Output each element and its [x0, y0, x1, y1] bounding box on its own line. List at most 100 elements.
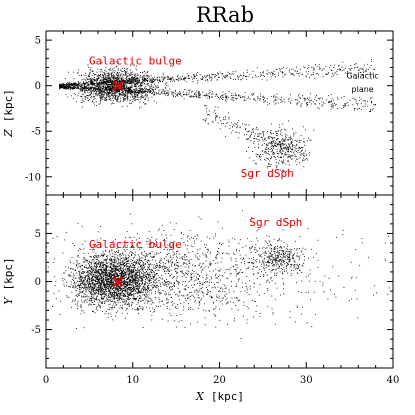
data-point: [260, 132, 262, 134]
data-point: [196, 78, 198, 80]
data-point: [107, 93, 109, 95]
data-point: [292, 73, 294, 75]
data-point: [135, 92, 137, 94]
data-point: [67, 96, 69, 98]
data-point: [74, 83, 76, 85]
data-point: [109, 88, 111, 90]
data-point: [249, 157, 251, 159]
data-point: [128, 303, 130, 305]
data-point: [133, 80, 135, 82]
data-point: [154, 76, 156, 78]
data-point: [130, 293, 131, 295]
data-point: [113, 73, 115, 75]
data-point: [292, 152, 294, 154]
data-point: [104, 287, 106, 289]
data-point: [79, 82, 81, 84]
data-point: [133, 95, 135, 97]
data-point: [111, 283, 113, 285]
data-point: [82, 88, 84, 90]
data-point: [74, 85, 76, 87]
data-point: [127, 96, 129, 98]
data-point: [266, 70, 268, 72]
data-point: [273, 96, 274, 98]
data-point: [88, 270, 90, 271]
data-point: [286, 153, 288, 155]
data-point: [95, 298, 97, 300]
data-point: [131, 288, 133, 290]
data-point: [130, 284, 132, 286]
data-point: [193, 96, 195, 98]
data-point: [131, 82, 133, 84]
data-point: [91, 83, 93, 85]
data-point: [133, 88, 135, 90]
data-point: [110, 287, 112, 289]
data-point: [110, 92, 112, 93]
data-point: [124, 274, 125, 276]
data-point: [116, 290, 118, 292]
data-point: [250, 134, 252, 136]
data-point: [102, 282, 104, 284]
data-point: [261, 74, 263, 76]
data-point: [96, 93, 98, 95]
data-point: [108, 273, 110, 275]
data-point: [354, 98, 356, 100]
data-point: [246, 151, 247, 152]
data-point: [117, 78, 119, 80]
data-point: [79, 90, 81, 92]
data-point: [275, 102, 277, 104]
data-point: [108, 283, 110, 285]
data-point: [315, 103, 316, 105]
data-point: [106, 89, 107, 91]
data-point: [251, 76, 253, 78]
data-point: [99, 95, 101, 97]
data-point: [274, 96, 276, 98]
data-point: [135, 274, 137, 276]
data-point: [260, 75, 261, 77]
data-point: [126, 284, 128, 286]
data-point: [90, 79, 92, 81]
data-point: [142, 88, 143, 90]
data-point: [101, 285, 103, 287]
data-point: [137, 94, 138, 96]
data-point: [150, 80, 152, 82]
data-point: [118, 299, 120, 301]
data-point: [136, 280, 138, 282]
data-point: [272, 73, 274, 75]
data-point: [82, 296, 84, 298]
data-point: [177, 80, 179, 82]
data-point: [134, 96, 136, 98]
data-point: [70, 83, 72, 85]
data-point: [211, 74, 213, 76]
data-point: [126, 261, 127, 263]
data-point: [197, 80, 199, 82]
data-point: [130, 86, 132, 88]
data-point: [126, 76, 128, 78]
data-point: [281, 169, 283, 171]
data-point: [295, 149, 297, 151]
data-point: [111, 279, 113, 281]
data-point: [268, 141, 270, 143]
data-point: [152, 77, 154, 79]
data-point: [206, 105, 208, 107]
data-point: [109, 98, 111, 100]
data-point: [176, 78, 178, 80]
data-point: [149, 88, 151, 90]
data-point: [122, 80, 124, 82]
data-point: [192, 91, 194, 93]
data-point: [260, 74, 262, 76]
data-point: [266, 79, 268, 81]
data-point: [77, 84, 78, 86]
data-point: [117, 90, 118, 92]
data-point: [140, 265, 142, 266]
data-point: [349, 100, 351, 102]
data-point: [137, 284, 139, 286]
data-point: [110, 90, 112, 92]
data-point: [101, 88, 103, 90]
data-point: [86, 87, 88, 89]
data-point: [67, 86, 69, 88]
data-point: [126, 79, 128, 81]
data-point: [151, 256, 153, 258]
data-point: [101, 289, 103, 291]
data-point: [356, 104, 358, 106]
data-point: [138, 90, 140, 92]
